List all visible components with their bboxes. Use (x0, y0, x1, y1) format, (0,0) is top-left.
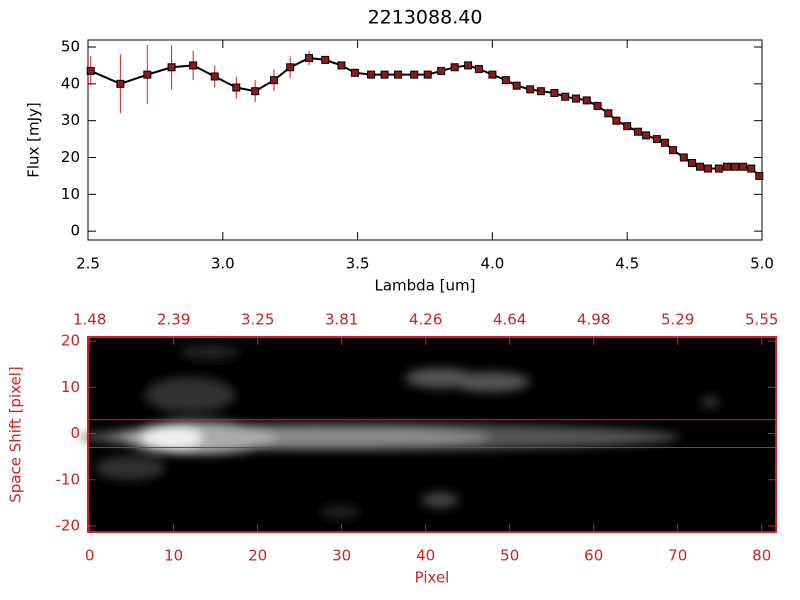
marker (739, 162, 748, 171)
marker (437, 66, 446, 75)
marker (623, 122, 632, 131)
marker (714, 164, 723, 173)
y-tick-label: -20 (56, 516, 81, 534)
y-tick-label: 10 (61, 378, 80, 396)
x2-tick-label: 1.48 (73, 311, 106, 329)
x-tick-label: 2.5 (76, 255, 100, 273)
marker (536, 87, 545, 96)
x2-tick-label: 4.64 (493, 311, 526, 329)
marker (722, 162, 731, 171)
x-tick-label: 5.0 (750, 255, 774, 273)
marker (488, 70, 497, 79)
marker (86, 66, 95, 75)
marker (550, 89, 559, 98)
x2-tick-label: 3.81 (325, 311, 358, 329)
marker (423, 70, 432, 79)
x2-tick-label: 4.26 (409, 311, 442, 329)
y-tick-label: 10 (61, 185, 80, 203)
x-axis-label: Lambda [um] (375, 277, 476, 295)
marker (755, 171, 764, 180)
x-tick-label: 20 (248, 547, 267, 565)
marker (464, 61, 473, 70)
marker (652, 135, 661, 144)
chart-title: 2213088.40 (368, 7, 483, 29)
marker (380, 70, 389, 79)
marker (512, 81, 521, 90)
x-tick-label: 80 (752, 547, 771, 565)
y-tick-label: 0 (70, 424, 80, 442)
marker (337, 61, 346, 70)
marker (167, 63, 176, 72)
x2-tick-label: 5.55 (745, 311, 778, 329)
marker (251, 87, 260, 96)
marker (321, 55, 330, 64)
marker (612, 116, 621, 125)
marker (669, 146, 678, 155)
y-axis-label: Flux [mJy] (25, 102, 43, 178)
x-tick-label: 70 (668, 547, 687, 565)
x-tick-label: 4.5 (615, 255, 639, 273)
marker (660, 138, 669, 147)
x-tick-label: 4.0 (480, 255, 504, 273)
x-axis-label: Pixel (415, 569, 450, 587)
marker (501, 76, 510, 85)
marker (704, 164, 713, 173)
plot-frame (87, 39, 763, 241)
x-tick-label: 50 (500, 547, 519, 565)
marker (642, 131, 651, 140)
y-tick-label: 50 (61, 37, 80, 55)
y-tick-label: 20 (61, 332, 80, 350)
marker (582, 96, 591, 105)
spectral-image (80, 337, 776, 532)
y-tick-label: -10 (56, 470, 81, 488)
marker (143, 70, 152, 79)
marker (270, 76, 279, 85)
marker (394, 70, 403, 79)
x2-tick-label: 2.39 (157, 311, 190, 329)
marker (687, 159, 696, 168)
marker (633, 127, 642, 136)
marker (189, 61, 198, 70)
marker (474, 65, 483, 74)
x-tick-label: 30 (332, 547, 351, 565)
x-tick-label: 0 (85, 547, 95, 565)
marker (450, 63, 459, 72)
marker (695, 162, 704, 171)
y-tick-label: 40 (61, 74, 80, 92)
marker (305, 54, 314, 63)
x-tick-label: 60 (584, 547, 603, 565)
marker (731, 162, 740, 171)
x-tick-label: 40 (416, 547, 435, 565)
marker (286, 63, 295, 72)
marker (350, 68, 359, 77)
marker (410, 70, 419, 79)
marker (561, 92, 570, 101)
x-tick-label: 3.0 (211, 255, 235, 273)
x2-tick-label: 3.25 (241, 311, 274, 329)
y-tick-label: 20 (61, 148, 80, 166)
y-tick-label: 0 (70, 222, 80, 240)
x2-tick-label: 5.29 (661, 311, 694, 329)
x-tick-label: 3.5 (346, 255, 370, 273)
y-tick-label: 30 (61, 111, 80, 129)
marker (593, 101, 602, 110)
marker (367, 70, 376, 79)
marker (526, 85, 535, 94)
marker (679, 153, 688, 162)
marker (604, 109, 613, 118)
x-tick-label: 10 (164, 547, 183, 565)
y-axis-label: Space Shift [pixel] (7, 366, 25, 503)
plot-frame (87, 336, 777, 533)
marker (210, 72, 219, 81)
marker (571, 94, 580, 103)
marker (232, 83, 241, 92)
x2-tick-label: 4.98 (577, 311, 610, 329)
marker (116, 79, 125, 88)
marker (747, 164, 756, 173)
